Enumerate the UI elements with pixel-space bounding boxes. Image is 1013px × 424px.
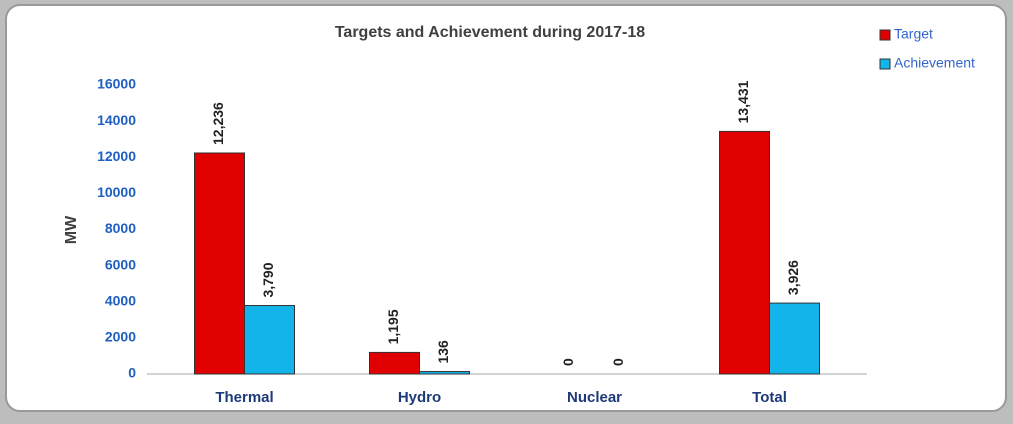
y-tick-label: 12000 bbox=[97, 148, 136, 164]
legend-label: Achievement bbox=[894, 55, 975, 71]
bar bbox=[419, 371, 470, 375]
y-tick-label: 10000 bbox=[97, 184, 136, 200]
value-label: 12,236 bbox=[210, 102, 226, 145]
bar bbox=[719, 130, 770, 375]
value-label: 13,431 bbox=[735, 80, 751, 123]
value-label: 0 bbox=[560, 358, 576, 366]
value-label: 3,790 bbox=[260, 262, 276, 297]
y-tick-label: 0 bbox=[128, 365, 136, 381]
value-label: 3,926 bbox=[785, 260, 801, 295]
y-tick-label: 14000 bbox=[97, 112, 136, 128]
y-tick-label: 16000 bbox=[97, 76, 136, 92]
legend-swatch bbox=[879, 29, 891, 41]
y-axis-label: MW bbox=[63, 215, 80, 244]
legend-swatch bbox=[879, 58, 891, 70]
x-tick-label: Nuclear bbox=[567, 389, 622, 406]
bar bbox=[769, 302, 820, 375]
x-tick-label: Thermal bbox=[215, 389, 273, 406]
chart-title: Targets and Achievement during 2017-18 bbox=[335, 24, 645, 41]
value-label: 136 bbox=[435, 340, 451, 364]
x-tick-label: Hydro bbox=[398, 389, 441, 406]
y-tick-label: 6000 bbox=[105, 256, 136, 272]
y-tick-label: 2000 bbox=[105, 329, 136, 345]
panel bbox=[5, 4, 1007, 412]
y-tick-label: 8000 bbox=[105, 220, 136, 236]
value-label: 0 bbox=[610, 358, 626, 366]
legend-label: Target bbox=[894, 26, 933, 42]
bar bbox=[194, 152, 245, 375]
y-tick-label: 4000 bbox=[105, 292, 136, 308]
bar bbox=[369, 351, 420, 375]
x-tick-label: Total bbox=[752, 389, 787, 406]
value-label: 1,195 bbox=[385, 309, 401, 344]
bar bbox=[244, 305, 295, 375]
